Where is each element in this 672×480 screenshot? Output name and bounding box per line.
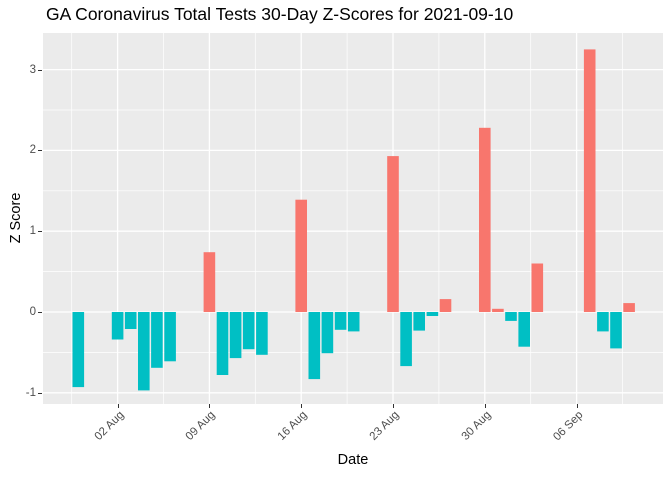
bar-2021-08-05: [151, 312, 163, 368]
bar-2021-08-11: [229, 312, 242, 359]
chart-title: GA Coronavirus Total Tests 30-Day Z-Scor…: [46, 4, 514, 24]
bar-2021-08-19: [334, 312, 347, 330]
x-tick-mark: [209, 404, 211, 408]
bar-2021-08-09: [203, 252, 216, 312]
bar-2021-09-09: [610, 312, 622, 349]
bar-2021-09-08: [597, 312, 609, 332]
bar-2021-09-10: [623, 303, 635, 312]
bar-2021-09-07: [583, 49, 596, 313]
bar-2021-08-13: [256, 312, 268, 355]
bar-2021-09-03: [531, 263, 544, 312]
x-tick-mark: [301, 404, 303, 408]
y-tick-label-0: 0: [29, 306, 36, 318]
bar-2021-08-18: [321, 312, 334, 354]
x-tick-mark: [576, 404, 578, 408]
y-tick-mark: [38, 392, 42, 394]
plot-area: [43, 33, 663, 404]
bar-2021-07-30: [72, 312, 85, 388]
bar-2021-09-01: [505, 312, 517, 321]
x-tick-label-30-Aug: 30 Aug: [459, 409, 494, 443]
x-tick-label-16-Aug: 16 Aug: [275, 409, 310, 443]
bar-2021-08-31: [492, 308, 504, 312]
y-tick-mark: [38, 312, 42, 313]
x-tick-label-02-Aug: 02 Aug: [92, 409, 127, 443]
bar-2021-08-16: [295, 199, 307, 312]
y-tick-label-1: 1: [29, 225, 36, 238]
x-tick-label-06-Sep: 06 Sep: [550, 409, 586, 444]
bar-2021-08-24: [400, 312, 412, 367]
bar-2021-08-27: [439, 299, 452, 312]
y-axis-title: Z Score: [8, 192, 24, 244]
bar-2021-08-12: [242, 312, 255, 350]
bar-2021-09-02: [518, 312, 530, 347]
plot-panel: [43, 33, 663, 404]
bar-2021-08-26: [426, 312, 439, 316]
x-tick-mark: [484, 404, 486, 408]
bar-2021-08-04: [138, 312, 150, 391]
bar-2021-08-10: [216, 312, 229, 375]
y-tick-mark: [38, 69, 42, 71]
bar-2021-08-25: [413, 312, 425, 331]
x-tick-mark: [117, 404, 119, 408]
y-tick-mark: [38, 231, 42, 233]
bar-2021-08-30: [479, 127, 491, 312]
bar-2021-08-03: [124, 312, 137, 329]
bar-2021-08-06: [164, 312, 176, 362]
y-tick-mark: [38, 150, 42, 152]
x-tick-mark: [393, 404, 394, 408]
x-axis-title: Date: [337, 452, 369, 468]
y-tick-label--1: -1: [25, 386, 36, 399]
x-tick-label-09-Aug: 09 Aug: [184, 409, 218, 443]
bar-2021-08-02: [111, 312, 124, 340]
bar-2021-08-23: [387, 156, 399, 312]
y-tick-label-3: 3: [29, 63, 36, 76]
bar-2021-08-20: [347, 312, 360, 332]
y-tick-label-2: 2: [29, 144, 36, 157]
bar-2021-08-17: [308, 312, 321, 380]
